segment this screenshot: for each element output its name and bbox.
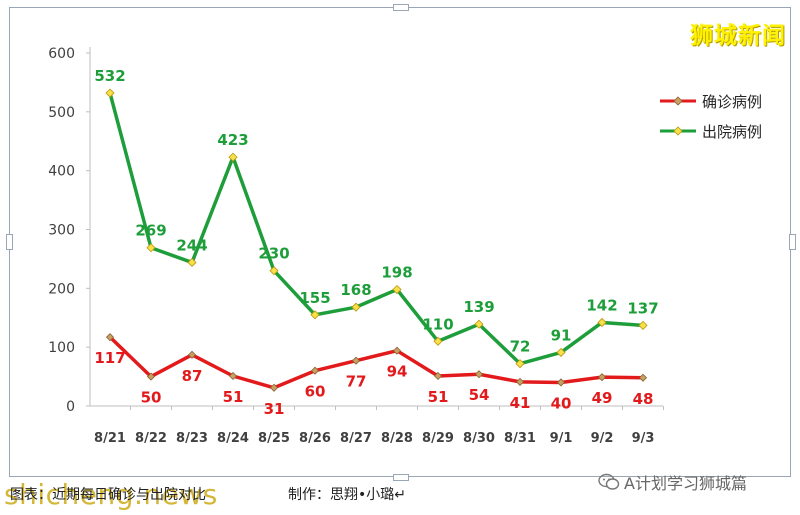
x-tick-label: 8/21 [94, 431, 126, 446]
data-point-discharged [146, 243, 156, 253]
brand-logo-text: 狮城新闻 [690, 23, 786, 49]
data-point-discharged [351, 302, 361, 312]
data-point-confirmed [515, 377, 525, 386]
data-point-discharged [392, 284, 402, 295]
y-tick-label: 500 [48, 105, 75, 121]
resize-handle-top[interactable] [393, 4, 409, 11]
x-tick-label: 9/1 [550, 431, 573, 446]
data-point-confirmed [228, 371, 238, 381]
x-tick-label: 8/31 [504, 431, 536, 446]
series-line-discharged [108, 92, 644, 366]
data-label-discharged: 155 [299, 289, 330, 307]
x-tick-label: 8/30 [463, 431, 495, 446]
y-tick-label: 600 [48, 46, 75, 62]
data-label-confirmed: 50 [141, 389, 162, 407]
data-label-discharged: 139 [463, 298, 494, 316]
data-label-confirmed: 94 [387, 363, 408, 381]
y-tick-label: 100 [48, 340, 75, 356]
legend-label-confirmed: 确诊病例 [702, 93, 762, 111]
data-point-confirmed [310, 366, 320, 375]
x-tick-label: 8/29 [422, 431, 454, 446]
data-point-confirmed [474, 370, 484, 379]
data-point-confirmed [187, 350, 197, 359]
data-label-discharged: 168 [340, 281, 371, 299]
y-tick-label: 0 [66, 399, 75, 415]
data-point-discharged [638, 320, 648, 330]
data-label-confirmed: 117 [94, 349, 125, 367]
data-label-confirmed: 48 [633, 390, 654, 408]
data-label-discharged: 423 [217, 131, 248, 149]
data-point-discharged [228, 152, 238, 162]
data-label-confirmed: 87 [182, 367, 203, 385]
data-point-confirmed [597, 373, 607, 382]
data-point-discharged [556, 347, 566, 358]
data-point-discharged [515, 359, 525, 369]
data-label-discharged: 230 [258, 245, 289, 263]
x-tick-label: 8/26 [299, 431, 331, 446]
wechat-account: A计划学习狮城篇 [598, 470, 747, 494]
y-tick-label: 400 [48, 164, 75, 180]
x-tick-label: 9/2 [591, 431, 614, 446]
data-point-discharged [105, 88, 115, 98]
wechat-account-name: A计划学习狮城篇 [624, 474, 747, 493]
watermark: shicheng.news [4, 478, 218, 511]
x-tick-label: 8/27 [340, 431, 372, 446]
data-label-discharged: 110 [422, 315, 453, 333]
data-point-discharged [187, 257, 197, 268]
chart-frame [9, 7, 791, 477]
resize-handle-left[interactable] [6, 234, 13, 250]
x-tick-label: 8/22 [135, 431, 167, 446]
data-label-confirmed: 40 [551, 394, 572, 412]
x-tick-label: 8/25 [258, 431, 290, 446]
data-point-discharged [597, 317, 607, 328]
data-label-discharged: 269 [135, 222, 166, 240]
wechat-icon [598, 473, 620, 490]
data-point-discharged [269, 266, 279, 276]
data-label-confirmed: 49 [592, 389, 613, 407]
resize-handle-bottom[interactable] [393, 474, 409, 481]
data-point-discharged [310, 310, 320, 320]
data-label-discharged: 137 [627, 299, 658, 317]
data-point-confirmed [269, 383, 279, 392]
chart-credit: 制作：思翔•小璐↵ [288, 487, 406, 503]
data-label-confirmed: 51 [223, 388, 244, 406]
x-tick-label: 9/3 [632, 431, 655, 446]
data-label-discharged: 244 [176, 236, 207, 254]
data-point-confirmed [433, 371, 443, 381]
y-tick-label: 300 [48, 223, 75, 239]
data-label-confirmed: 77 [346, 373, 367, 391]
x-tick-label: 8/24 [217, 431, 249, 446]
data-point-confirmed [392, 346, 402, 355]
data-label-confirmed: 41 [510, 394, 531, 412]
data-label-confirmed: 31 [264, 400, 285, 418]
data-point-confirmed [638, 373, 648, 382]
data-label-discharged: 142 [586, 296, 617, 314]
data-label-discharged: 91 [551, 326, 572, 344]
x-tick-label: 8/28 [381, 431, 413, 446]
data-label-discharged: 532 [94, 67, 125, 85]
data-point-confirmed [105, 333, 115, 342]
data-point-confirmed [351, 356, 361, 365]
legend-label-discharged: 出院病例 [702, 123, 762, 141]
data-point-confirmed [146, 372, 156, 381]
data-point-confirmed [556, 378, 566, 387]
series-line-confirmed [108, 335, 644, 390]
chart-caption: 图表：近期每日确诊与出院对比 [10, 487, 206, 503]
resize-handle-right[interactable] [789, 234, 796, 250]
data-label-confirmed: 54 [469, 386, 490, 404]
data-point-discharged [474, 319, 484, 329]
data-point-discharged [433, 336, 443, 346]
data-label-confirmed: 51 [428, 388, 449, 406]
legend-marker-discharged [673, 126, 683, 136]
data-label-confirmed: 60 [305, 383, 326, 401]
x-tick-label: 8/23 [176, 431, 208, 446]
legend-marker-confirmed [673, 96, 683, 106]
data-label-discharged: 198 [381, 264, 412, 282]
y-tick-label: 200 [48, 281, 75, 297]
data-label-discharged: 72 [510, 338, 531, 356]
